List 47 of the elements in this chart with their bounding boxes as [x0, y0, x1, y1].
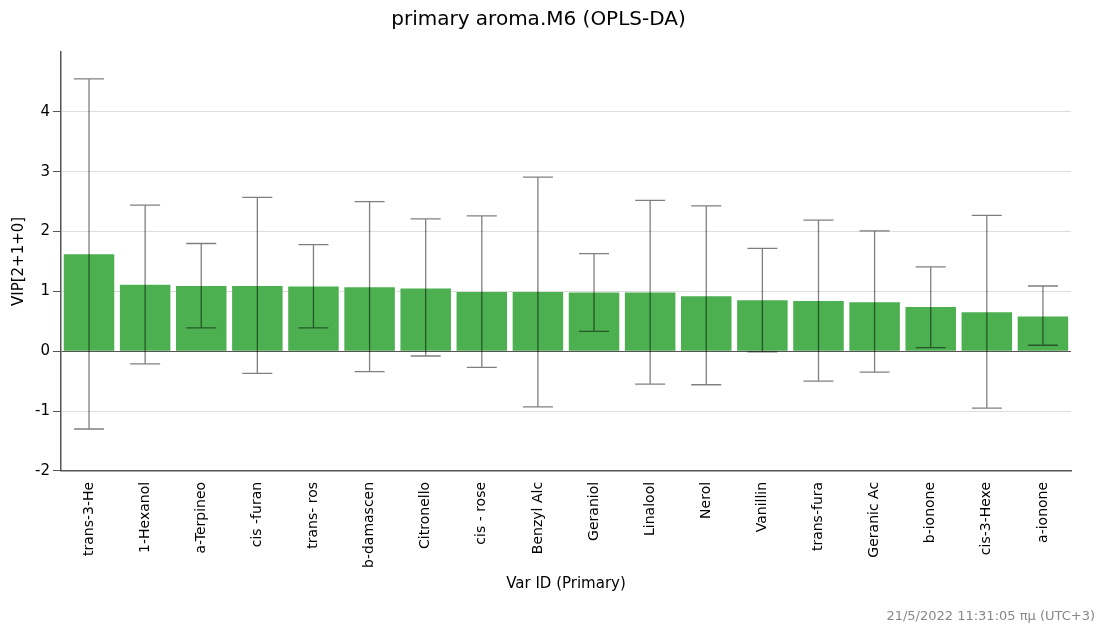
- y-tick-label: -2: [34, 460, 50, 479]
- x-tick-label: Citronello: [416, 481, 433, 549]
- bar: [905, 306, 956, 351]
- bar: [1017, 316, 1069, 351]
- bar: [737, 300, 788, 351]
- bar: [568, 292, 620, 351]
- x-tick-label: Nerol: [696, 481, 713, 519]
- bar: [961, 312, 1013, 351]
- x-tick-label: trans-fura: [809, 481, 826, 552]
- x-tick-label: cis - rose: [472, 481, 489, 545]
- x-tick-label: trans-3-He: [79, 481, 96, 557]
- x-tick-label: Benzyl Alc: [528, 481, 545, 555]
- bar: [456, 291, 508, 351]
- y-tick-label: 4: [40, 101, 50, 120]
- x-tick-label: Vanillin: [753, 481, 770, 533]
- y-tick-label: -1: [34, 400, 50, 419]
- y-tick-label: 1: [40, 281, 50, 300]
- x-tick-label: a-Terpineo: [191, 481, 208, 554]
- x-tick-label: Geranic Ac: [865, 481, 882, 558]
- bar: [175, 285, 227, 351]
- x-tick-label: Geraniol: [584, 481, 601, 541]
- y-tick-label: 0: [40, 341, 50, 360]
- bar: [681, 296, 732, 351]
- y-tick-label: 2: [40, 221, 50, 240]
- bar: [400, 288, 451, 351]
- bar: [288, 286, 339, 351]
- bar: [849, 302, 900, 351]
- x-tick-label: trans- ros: [304, 481, 321, 549]
- bar: [512, 291, 564, 351]
- bar: [232, 285, 283, 351]
- x-tick-label: 1-Hexanol: [135, 481, 152, 553]
- chart-title: primary aroma.M6 (OPLS-DA): [391, 6, 686, 31]
- y-tick-label: 3: [40, 161, 50, 180]
- text: 21/5/2022 11:31:05 πμ (UTC+3): [886, 607, 1095, 623]
- x-tick-label: b-damascen: [360, 481, 377, 569]
- y-axis-title: VIP[2+1+0]: [8, 216, 27, 307]
- bar: [793, 300, 844, 351]
- bar: [63, 254, 115, 351]
- x-tick-label: b-ionone: [921, 481, 938, 544]
- bar: [119, 284, 171, 351]
- bar: [624, 292, 676, 351]
- x-tick-label: cis-3-Hexe: [977, 481, 994, 556]
- x-axis-title: Var ID (Primary): [506, 573, 626, 592]
- x-tick-label: cis -furan: [247, 481, 264, 548]
- x-tick-label: Linalool: [640, 481, 657, 536]
- x-tick-label: a-ionone: [1033, 481, 1050, 543]
- bar: [344, 287, 395, 351]
